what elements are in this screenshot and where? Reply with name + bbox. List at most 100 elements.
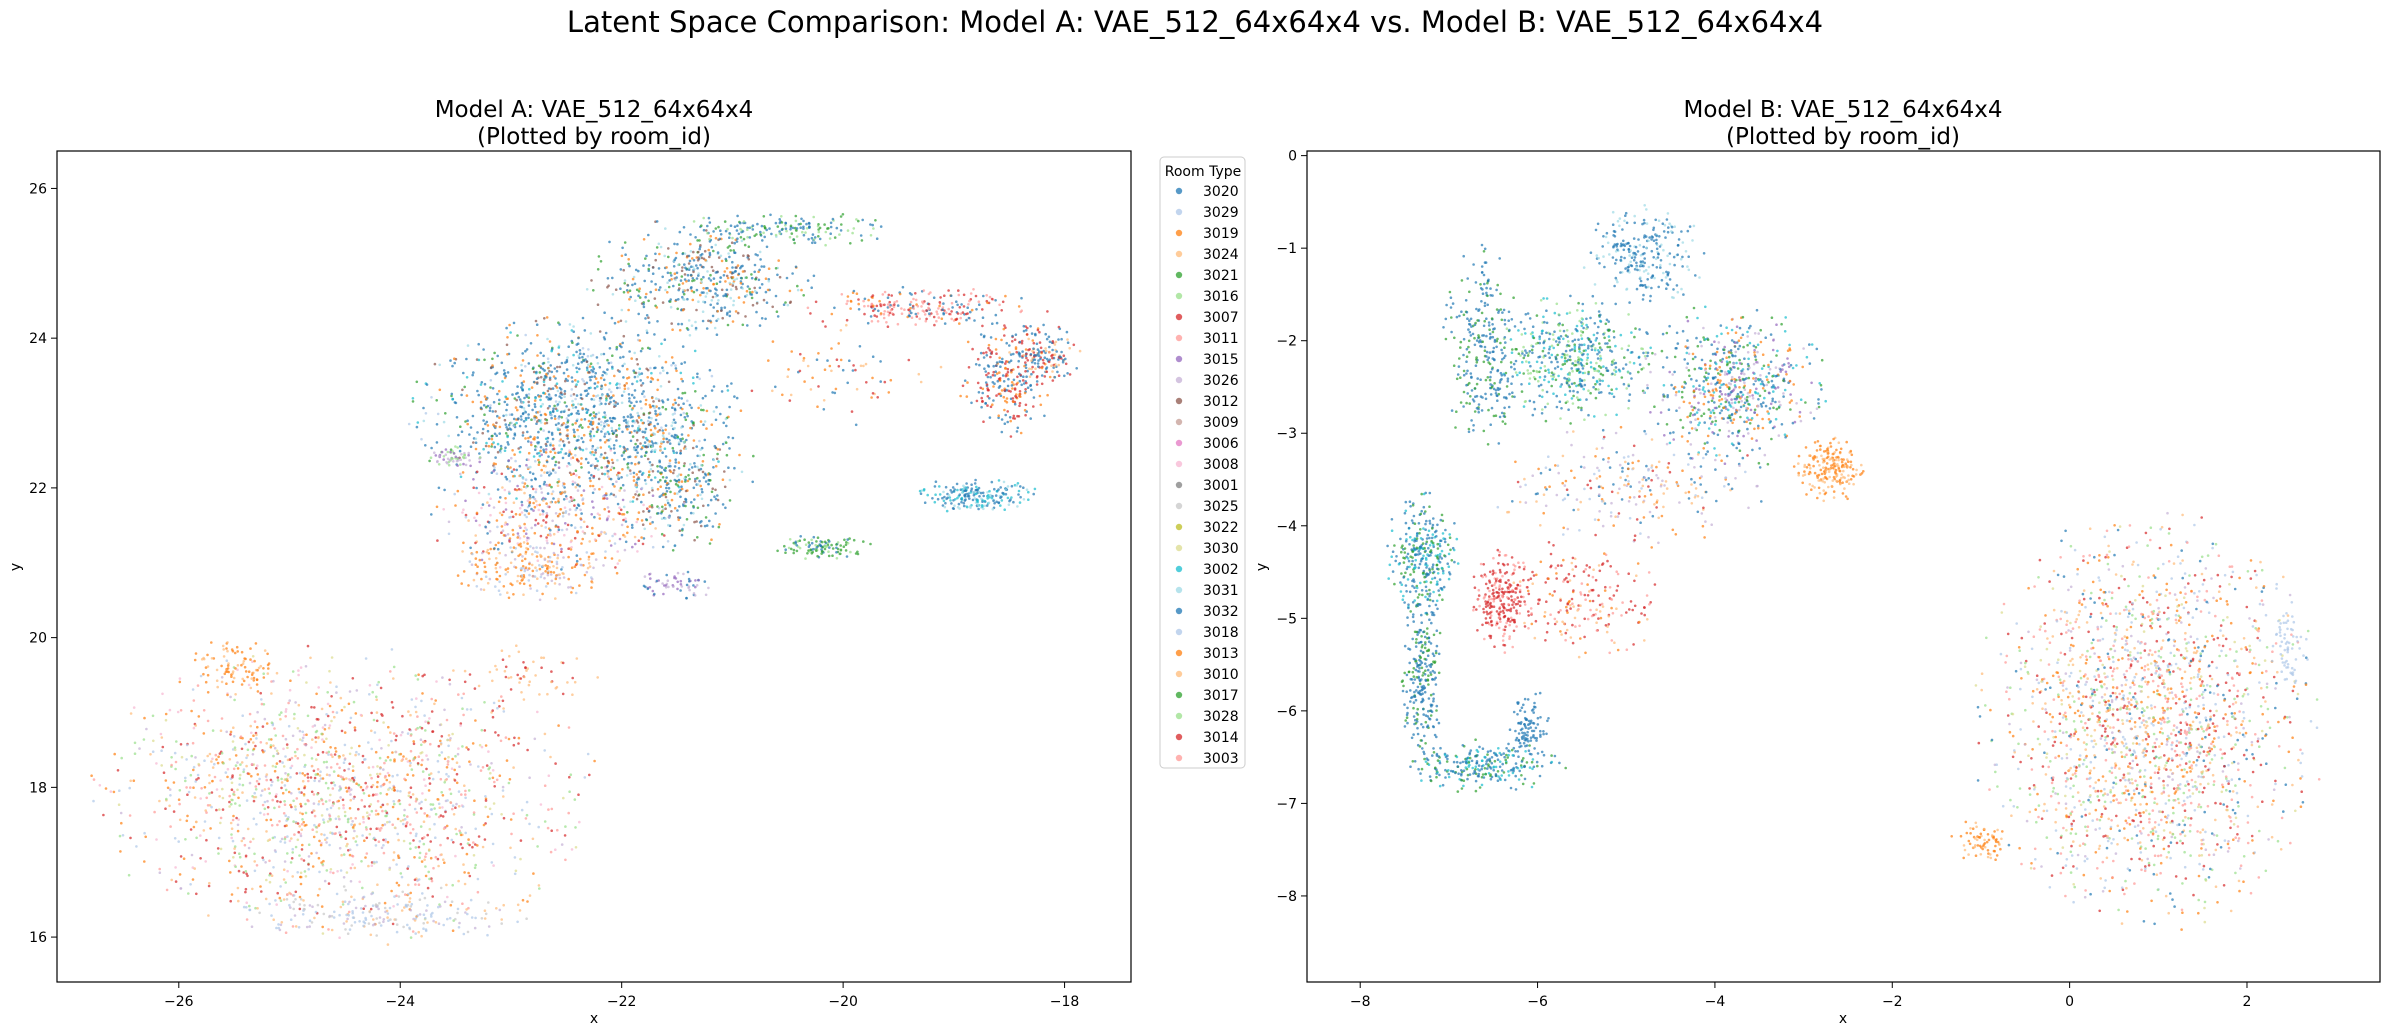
scatter-point: [1045, 370, 1049, 374]
scatter-point: [537, 430, 540, 434]
scatter-point: [513, 558, 517, 561]
scatter-point: [253, 791, 256, 795]
scatter-point: [989, 355, 992, 359]
scatter-point: [631, 424, 634, 428]
scatter-point: [674, 401, 677, 405]
scatter-point: [338, 766, 341, 770]
scatter-point: [631, 526, 634, 529]
scatter-point: [449, 801, 453, 804]
scatter-point: [598, 330, 602, 333]
scatter-point: [332, 871, 335, 875]
scatter-point: [963, 379, 967, 383]
scatter-point: [664, 495, 668, 499]
scatter-point: [750, 276, 754, 280]
scatter-point: [391, 823, 395, 826]
scatter-point: [499, 496, 502, 499]
scatter-point: [324, 800, 328, 803]
scatter-point: [661, 545, 665, 549]
scatter-point: [700, 291, 704, 294]
scatter-point: [472, 371, 475, 374]
scatter-point: [589, 354, 593, 358]
scatter-point: [445, 766, 449, 769]
scatter-point: [674, 278, 677, 282]
scatter-point: [712, 249, 715, 253]
scatter-point: [702, 423, 705, 427]
scatter-point: [613, 405, 616, 409]
scatter-point: [660, 440, 663, 444]
scatter-point: [681, 308, 685, 312]
scatter-point: [579, 508, 582, 512]
scatter-point: [662, 437, 665, 441]
scatter-point: [672, 449, 675, 453]
scatter-point: [967, 366, 971, 369]
scatter-point: [331, 755, 334, 759]
scatter-point: [514, 366, 517, 370]
scatter-point: [769, 213, 772, 217]
scatter-point: [564, 377, 568, 381]
scatter-point: [705, 524, 709, 527]
scatter-point: [208, 774, 211, 777]
scatter-point: [597, 468, 600, 471]
scatter-point: [758, 250, 762, 254]
scatter-point: [526, 499, 530, 503]
scatter-point: [549, 528, 552, 532]
scatter-point: [413, 856, 416, 859]
scatter-point: [544, 526, 547, 529]
scatter-point: [642, 390, 645, 393]
scatter-point: [973, 319, 976, 322]
scatter-point: [649, 516, 652, 519]
scatter-point: [1006, 420, 1009, 424]
scatter-point: [593, 382, 597, 385]
scatter-point: [407, 865, 410, 868]
scatter-point: [667, 380, 671, 384]
scatter-point: [1002, 480, 1006, 484]
scatter-point: [912, 307, 915, 310]
scatter-point: [449, 448, 453, 452]
scatter-point: [558, 576, 562, 580]
scatter-point: [719, 412, 722, 416]
scatter-point: [449, 359, 452, 362]
scatter-point: [544, 497, 547, 501]
scatter-point: [663, 534, 666, 537]
scatter-point: [342, 853, 346, 856]
scatter-point: [1000, 389, 1004, 392]
scatter-point: [539, 449, 542, 453]
scatter-point: [709, 273, 712, 277]
scatter-point: [1026, 369, 1029, 373]
scatter-point: [644, 482, 648, 486]
scatter-point: [409, 823, 412, 826]
scatter-point: [484, 570, 488, 574]
scatter-point: [928, 312, 931, 316]
scatter-point: [474, 541, 477, 545]
scatter-point: [603, 466, 607, 469]
scatter-point: [1023, 391, 1027, 395]
scatter-point: [1057, 338, 1060, 341]
scatter-point: [661, 366, 664, 370]
scatter-point: [879, 312, 883, 315]
scatter-point: [942, 311, 945, 315]
scatter-point: [615, 480, 618, 484]
scatter-point: [538, 598, 542, 602]
scatter-point: [659, 371, 662, 375]
scatter-point: [320, 833, 323, 836]
scatter-point: [314, 825, 318, 829]
scatter-point: [545, 515, 548, 519]
scatter-point: [676, 387, 680, 391]
scatter-point: [231, 748, 235, 751]
scatter-point: [643, 279, 646, 283]
scatter-point: [788, 235, 792, 239]
scatter-point: [240, 839, 244, 843]
scatter-point: [558, 432, 562, 436]
scatter-point: [862, 364, 865, 368]
scatter-point: [496, 525, 499, 529]
scatter-point: [119, 811, 123, 815]
scatter-point: [692, 250, 695, 254]
scatter-point: [606, 368, 609, 371]
scatter-point: [1051, 356, 1054, 360]
scatter-point: [682, 288, 685, 292]
scatter-point: [526, 568, 529, 572]
scatter-point: [1028, 375, 1032, 379]
scatter-point: [648, 473, 651, 477]
scatter-point: [434, 454, 438, 457]
scatter-point: [568, 449, 571, 452]
